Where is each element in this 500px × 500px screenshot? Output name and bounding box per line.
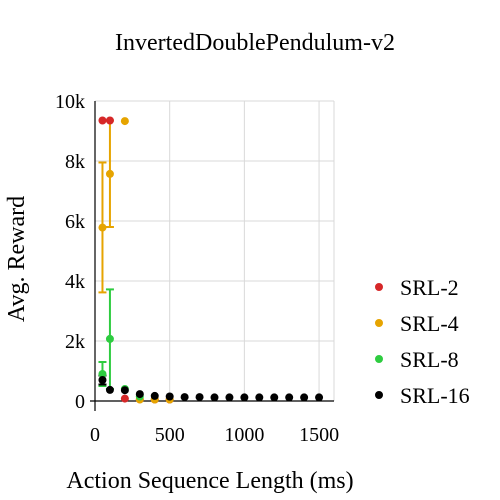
x-tick-label: 500 bbox=[155, 424, 185, 446]
y-tick-label: 10k bbox=[55, 91, 85, 113]
legend-label: SRL-2 bbox=[400, 275, 459, 300]
data-point bbox=[120, 386, 129, 395]
y-tick-label: 0 bbox=[75, 391, 85, 413]
data-point bbox=[105, 116, 114, 125]
data-point bbox=[105, 385, 114, 394]
y-tick-label: 8k bbox=[65, 151, 85, 173]
legend-item[interactable]: SRL-2 bbox=[375, 275, 459, 300]
legend-marker bbox=[375, 319, 383, 327]
data-point bbox=[285, 393, 294, 402]
y-tick-labels: 0 2k 4k 6k 8k 10k bbox=[55, 91, 85, 413]
legend-marker bbox=[375, 283, 383, 291]
data-point bbox=[315, 393, 324, 402]
data-point bbox=[225, 393, 234, 402]
x-axis-label: Action Sequence Length (ms) bbox=[66, 468, 353, 494]
data-point bbox=[255, 393, 264, 402]
y-tick-label: 2k bbox=[65, 331, 85, 353]
data-point bbox=[210, 393, 219, 402]
data-point bbox=[165, 392, 174, 401]
data-point bbox=[195, 393, 204, 402]
x-tick-labels: 0 500 1000 1500 bbox=[90, 424, 339, 446]
data-point bbox=[120, 394, 129, 403]
data-point bbox=[98, 116, 107, 125]
x-tick-label: 1500 bbox=[299, 424, 339, 446]
grid bbox=[95, 100, 335, 401]
data-point bbox=[135, 390, 144, 399]
x-tick-label: 1000 bbox=[224, 424, 264, 446]
data-point bbox=[240, 393, 249, 402]
legend-marker bbox=[375, 391, 383, 399]
data-point bbox=[105, 169, 114, 178]
data-point bbox=[98, 370, 107, 378]
legend-label: SRL-16 bbox=[400, 383, 470, 408]
data-point bbox=[98, 223, 107, 232]
y-tick-label: 6k bbox=[65, 211, 85, 233]
data-point bbox=[120, 117, 129, 126]
legend-label: SRL-4 bbox=[400, 311, 459, 336]
x-tick-label: 0 bbox=[90, 424, 100, 446]
legend[interactable]: SRL-2 SRL-4 SRL-8 SRL-16 bbox=[375, 275, 470, 408]
legend-item[interactable]: SRL-16 bbox=[375, 383, 470, 408]
legend-label: SRL-8 bbox=[400, 347, 459, 372]
data-point bbox=[150, 391, 159, 400]
data-point bbox=[270, 393, 279, 402]
data-point bbox=[98, 376, 107, 384]
axes bbox=[90, 101, 334, 411]
data-points bbox=[98, 116, 324, 404]
data-point bbox=[300, 393, 309, 402]
data-point bbox=[105, 334, 114, 343]
y-tick-label: 4k bbox=[65, 271, 85, 293]
y-axis-label: Avg. Reward bbox=[4, 196, 30, 322]
legend-item[interactable]: SRL-4 bbox=[375, 311, 459, 336]
legend-item[interactable]: SRL-8 bbox=[375, 347, 459, 372]
legend-marker bbox=[375, 355, 383, 363]
chart-title: InvertedDoublePendulum-v2 bbox=[115, 30, 395, 56]
data-point bbox=[180, 393, 189, 402]
